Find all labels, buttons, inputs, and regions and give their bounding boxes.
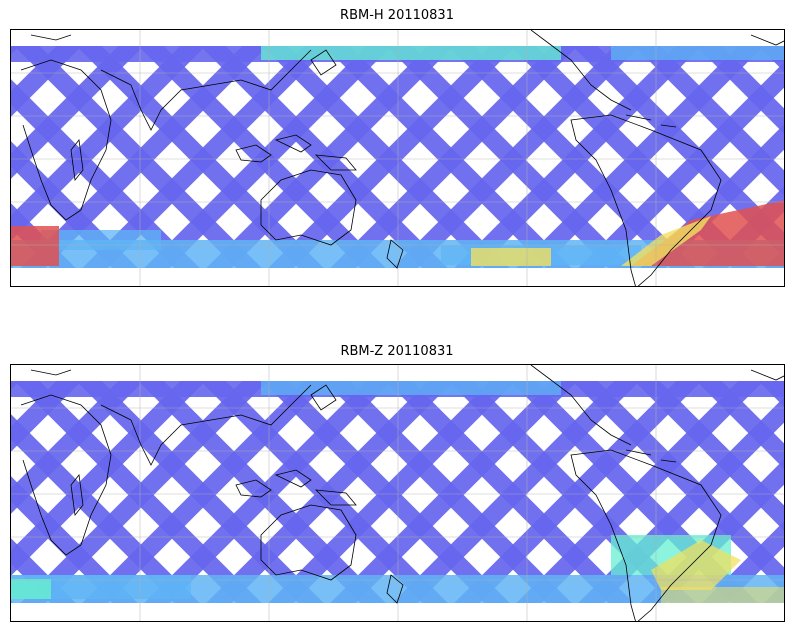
medium-value-patch xyxy=(621,216,711,266)
value-patch xyxy=(261,46,561,60)
coastline-path xyxy=(274,134,312,153)
map-panel-top xyxy=(10,29,785,287)
coastline-path xyxy=(100,384,312,466)
coastline-path xyxy=(314,154,357,171)
swath-map-bottom xyxy=(11,365,784,621)
medium-value-patch xyxy=(651,540,741,590)
value-patch xyxy=(11,579,51,599)
coastlines xyxy=(20,365,784,621)
coastline-path xyxy=(274,469,312,488)
coastline-path xyxy=(20,394,112,556)
swath-track xyxy=(696,381,784,469)
panel-title-bottom: RBM-Z 20110831 xyxy=(340,344,454,359)
medium-value-patch xyxy=(471,248,551,266)
coastline-path xyxy=(260,169,357,246)
graticule xyxy=(11,30,784,286)
coastline-path xyxy=(310,384,337,411)
coastline-path xyxy=(70,139,84,181)
coastline-path xyxy=(20,59,112,221)
value-patch xyxy=(611,46,784,60)
swath-map-top xyxy=(11,30,784,286)
medium-value-patch xyxy=(661,587,784,603)
coastline-path xyxy=(314,489,357,506)
coastline-path xyxy=(386,239,404,269)
coastline-path xyxy=(530,365,632,446)
panel-title-top: RBM-H 20110831 xyxy=(340,8,454,23)
coastlines xyxy=(20,30,784,286)
map-panel-bottom xyxy=(10,364,785,622)
swath-track xyxy=(696,46,784,134)
coastline-path xyxy=(70,474,84,516)
satellite-swaths xyxy=(11,46,784,268)
value-patch xyxy=(261,381,561,395)
high-value-patch xyxy=(11,226,59,266)
coastline-path xyxy=(570,114,722,286)
coastline-path xyxy=(310,49,337,76)
coastline-path xyxy=(625,449,677,463)
coastline-path xyxy=(260,504,357,581)
coastline-path xyxy=(30,369,784,381)
coastline-path xyxy=(530,30,632,111)
coastline-path xyxy=(30,34,784,46)
coastline-path xyxy=(235,479,272,498)
coastline-path xyxy=(100,49,312,131)
coastline-path xyxy=(625,114,677,128)
graticule xyxy=(11,365,784,621)
coastline-path xyxy=(570,449,722,621)
coastline-path xyxy=(235,144,272,163)
coastline-path xyxy=(386,574,404,604)
